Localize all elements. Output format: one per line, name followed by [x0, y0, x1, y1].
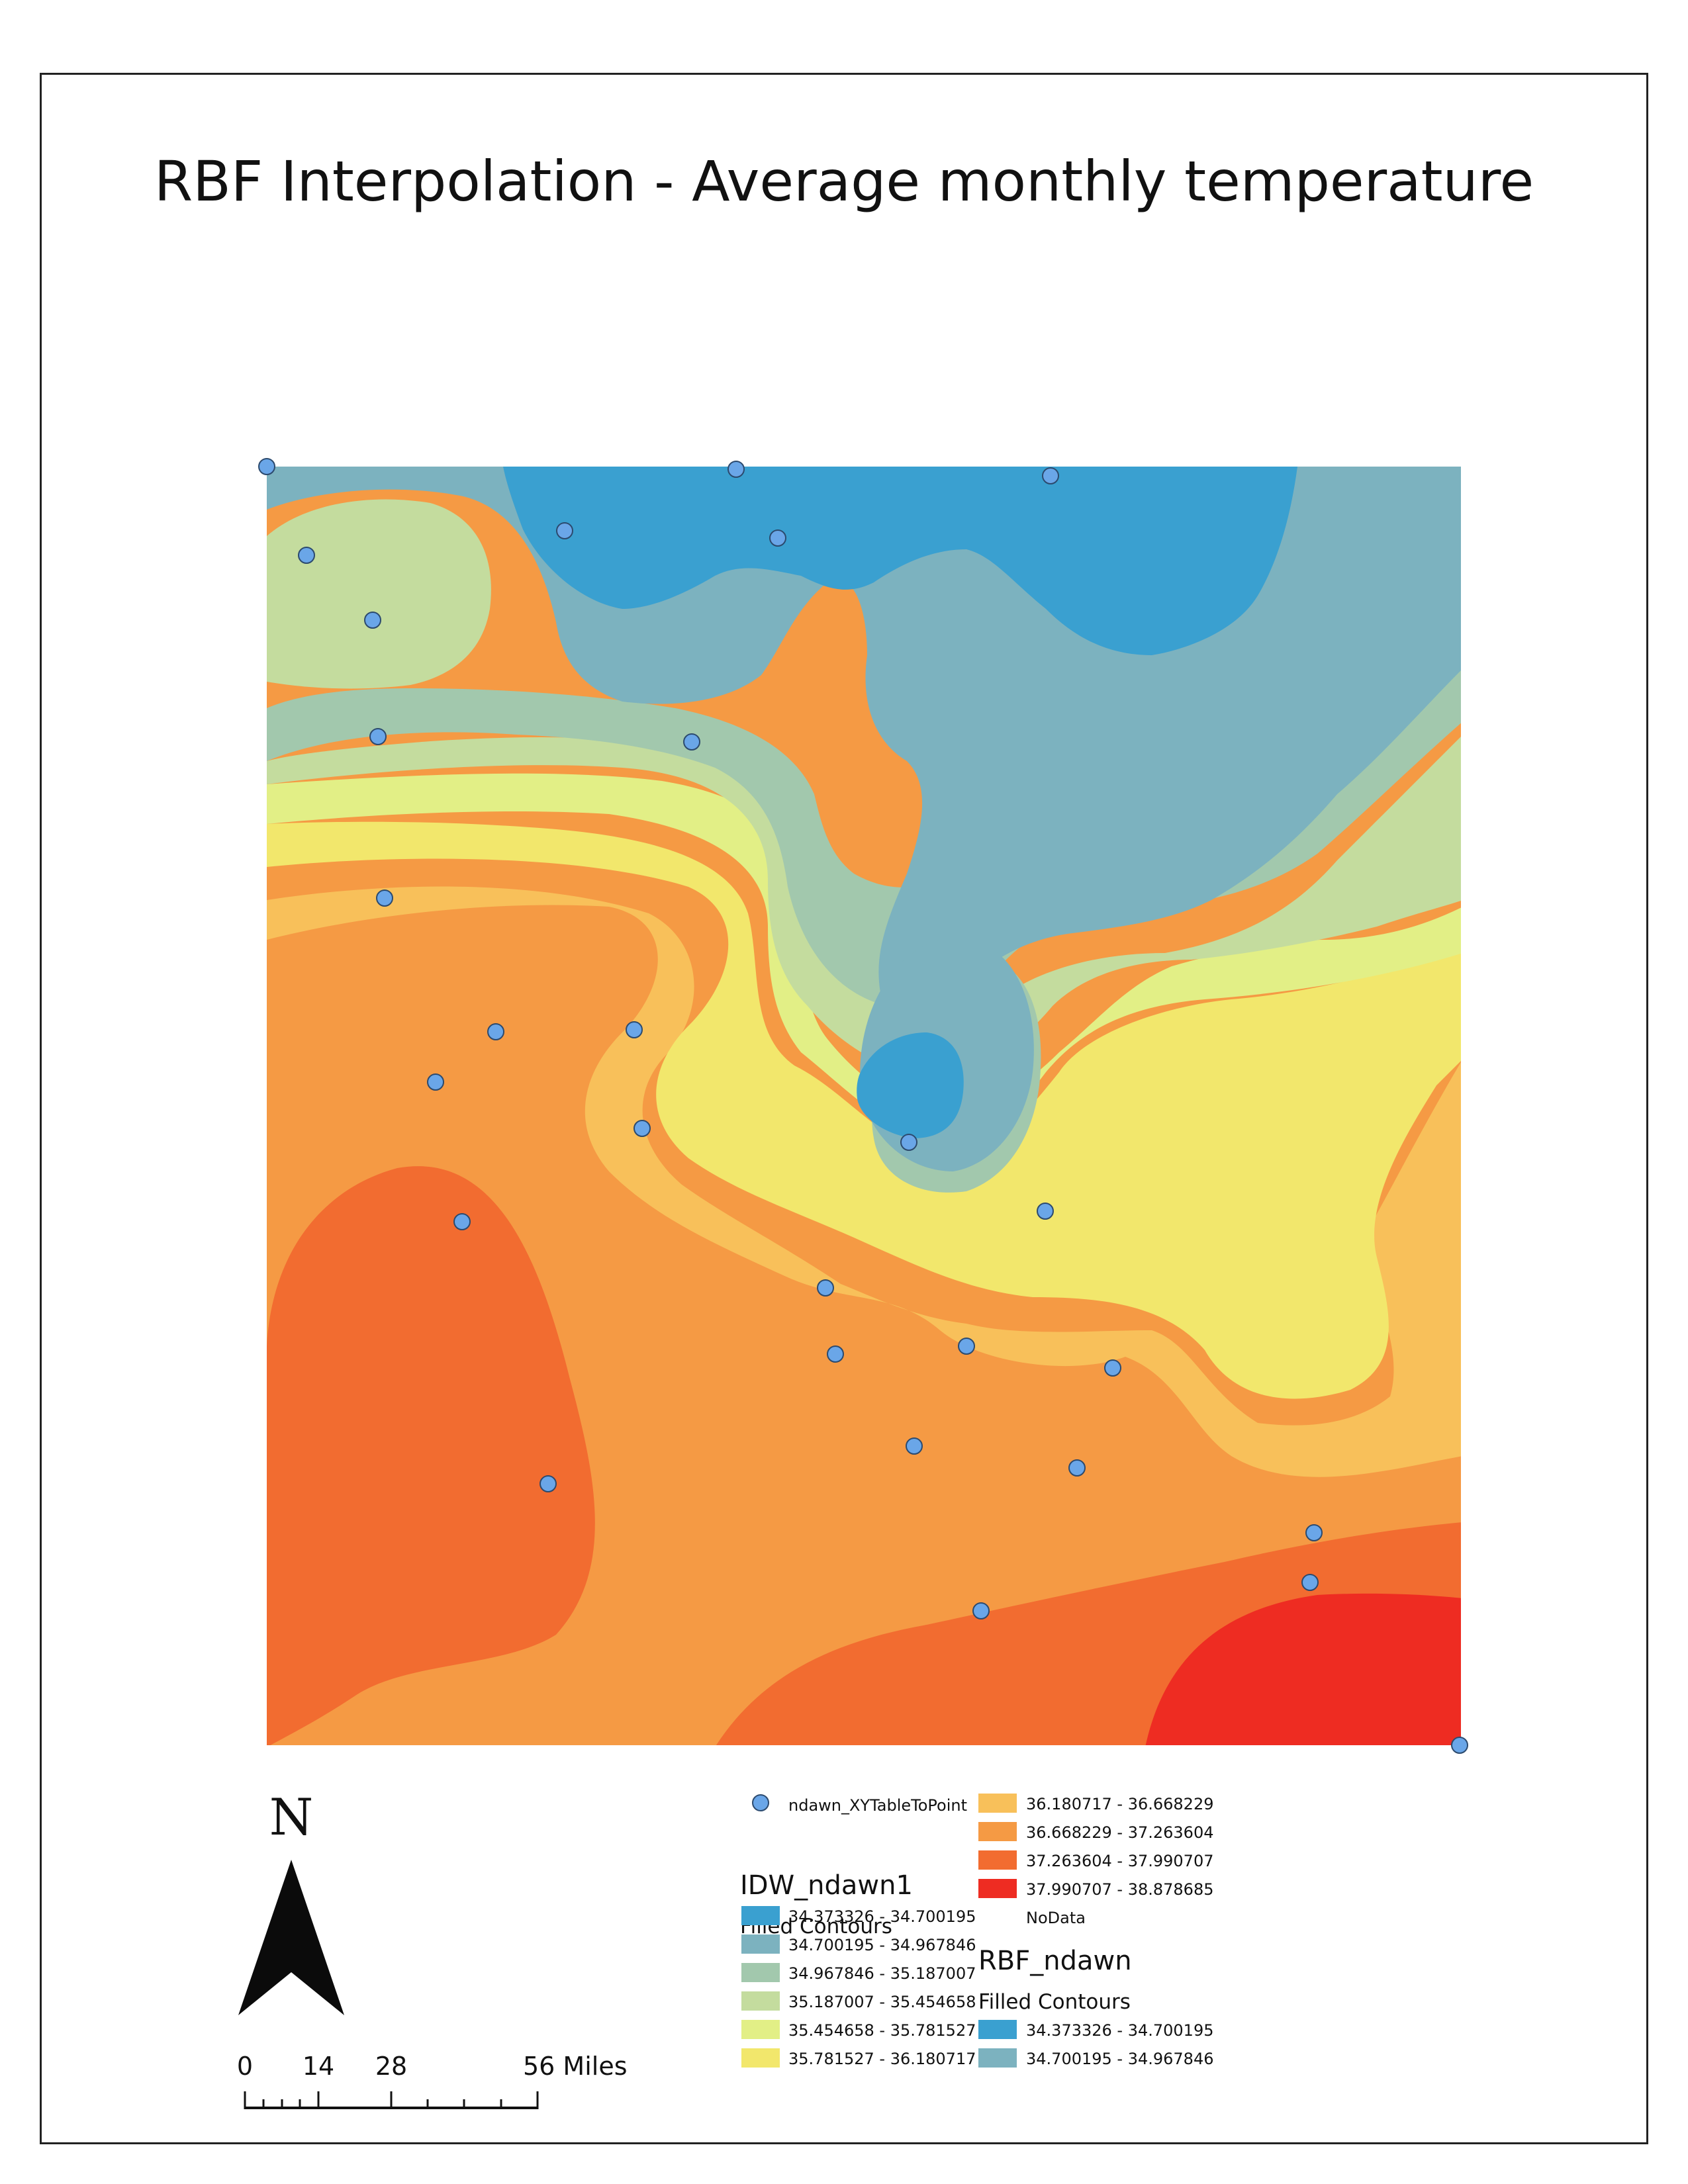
station-point [427, 1073, 444, 1091]
legend-idw-classes: 34.373326 - 34.700195 34.700195 - 34.967… [741, 1906, 976, 2068]
scale-tick-label: 56 Miles [523, 2052, 628, 2081]
legend-class-label: 34.700195 - 34.967846 [1026, 2050, 1214, 2068]
north-arrow: N [238, 1788, 344, 2015]
legend-point-symbol [752, 1794, 769, 1811]
legend-class-label: 34.373326 - 34.700195 [788, 1907, 976, 1926]
legend-swatch [741, 1991, 780, 2011]
contour-band-5 [267, 737, 1461, 1079]
contour-band-2b [857, 1032, 964, 1138]
contour-band-6 [267, 773, 1461, 1144]
map-frame [40, 73, 1648, 2144]
station-point [556, 522, 573, 539]
station-point [633, 1120, 651, 1137]
legend-swatch [978, 1850, 1017, 1870]
legend-rbf-subtitle: Filled Contours [978, 1990, 1131, 2014]
legend-swatch [978, 1879, 1017, 1898]
station-points [258, 458, 1468, 1754]
legend-points-label: ndawn_XYTableToPoint [788, 1796, 967, 1815]
legend-class-label: 35.454658 - 35.781527 [788, 2021, 976, 2040]
scale-tick-label: 14 [303, 2052, 334, 2081]
station-point [298, 547, 315, 564]
station-point [1451, 1737, 1468, 1754]
station-point [539, 1475, 557, 1492]
station-point [626, 1021, 643, 1038]
legend-idw-classes-continued: 36.180717 - 36.668229 36.668229 - 37.263… [978, 1794, 1214, 1927]
contour-band-5b [267, 499, 491, 689]
station-point [683, 733, 700, 751]
legend-class-label: 36.668229 - 37.263604 [1026, 1823, 1214, 1842]
station-point [727, 461, 745, 478]
north-letter: N [269, 1788, 314, 1846]
legend-class-label: 37.263604 - 37.990707 [1026, 1852, 1214, 1870]
contour-map [267, 467, 1461, 1745]
scale-tick-label: 28 [375, 2052, 407, 2081]
legend-swatch [741, 2048, 780, 2068]
legend-swatch [978, 1794, 1017, 1813]
north-arrow-icon [238, 1860, 344, 2015]
legend-swatch [978, 2020, 1017, 2039]
legend-swatch [741, 1906, 780, 1925]
legend-swatch [741, 1934, 780, 1954]
station-point [364, 612, 381, 629]
contour-band-7 [267, 821, 1461, 1399]
station-point [972, 1602, 990, 1619]
scale-bar: 0 14 28 56 Miles [237, 2052, 628, 2109]
map-title: RBF Interpolation - Average monthly temp… [154, 149, 1534, 214]
legend-class-label: 34.967846 - 35.187007 [788, 1964, 976, 1983]
station-point [1042, 467, 1059, 484]
legend: ndawn_XYTableToPoint IDW_ndawn1 Filled C… [740, 1794, 1214, 2068]
station-point [487, 1023, 504, 1040]
station-point [827, 1345, 844, 1363]
station-point [769, 529, 786, 547]
station-point [1301, 1574, 1319, 1591]
station-point [906, 1437, 923, 1455]
legend-idw-title: IDW_ndawn1 [740, 1870, 913, 1901]
station-point [1104, 1359, 1121, 1377]
station-point [369, 728, 387, 745]
legend-class-label: 35.187007 - 35.454658 [788, 1993, 976, 2011]
legend-class-label: 36.180717 - 36.668229 [1026, 1795, 1214, 1813]
legend-class-label: 34.700195 - 34.967846 [788, 1936, 976, 1954]
station-point [453, 1213, 471, 1230]
station-point [958, 1338, 975, 1355]
station-point [1037, 1203, 1054, 1220]
legend-swatch [741, 1963, 780, 1982]
legend-swatch [978, 1822, 1017, 1841]
scale-tick-label: 0 [237, 2052, 253, 2081]
legend-class-label: 35.781527 - 36.180717 [788, 2050, 976, 2068]
legend-class-label: 34.373326 - 34.700195 [1026, 2021, 1214, 2040]
legend-swatch [978, 2048, 1017, 2068]
station-point [258, 458, 275, 475]
station-point [900, 1134, 917, 1151]
station-point [376, 889, 393, 907]
contour-band-11 [1145, 1593, 1461, 1745]
legend-class-label: 37.990707 - 38.878685 [1026, 1880, 1214, 1899]
legend-rbf-classes: 34.373326 - 34.700195 34.700195 - 34.967… [978, 2020, 1214, 2068]
station-point [817, 1279, 834, 1297]
contour-band-2 [503, 467, 1297, 655]
contour-band-10b [267, 1166, 595, 1745]
station-point [1305, 1524, 1323, 1541]
legend-swatch [741, 2020, 780, 2039]
legend-rbf-title: RBF_ndawn [978, 1946, 1132, 1976]
station-point [1068, 1459, 1086, 1477]
legend-nodata-label: NoData [1026, 1909, 1086, 1927]
